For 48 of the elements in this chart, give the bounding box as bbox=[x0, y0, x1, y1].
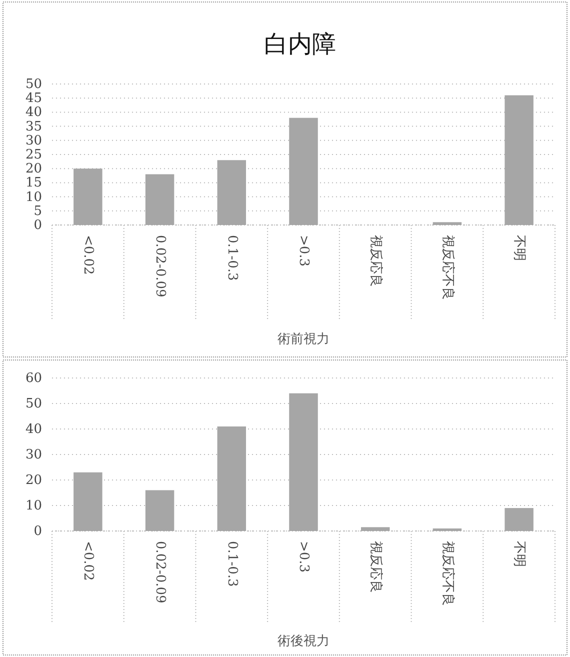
x-tick-label: 視反応不良 bbox=[440, 235, 456, 300]
y-tick-label: 35 bbox=[25, 119, 42, 134]
x-tick-label: 0.02-0.09 bbox=[152, 235, 168, 298]
y-tick-label: 30 bbox=[25, 448, 42, 462]
y-tick-label: 30 bbox=[25, 133, 42, 148]
bar bbox=[74, 472, 102, 531]
bar bbox=[289, 393, 318, 531]
y-tick-label: 0 bbox=[34, 524, 42, 539]
y-tick-label: 60 bbox=[25, 371, 42, 386]
chart-title: 白内障 bbox=[264, 30, 336, 58]
y-tick-label: 10 bbox=[25, 190, 42, 205]
x-tick-label: >0.3 bbox=[296, 541, 312, 573]
y-tick-label: 15 bbox=[25, 176, 42, 191]
bar bbox=[217, 426, 246, 531]
y-tick-label: 25 bbox=[25, 148, 42, 162]
bar bbox=[360, 527, 390, 531]
x-tick-label: 視反応不良 bbox=[440, 541, 456, 606]
bar bbox=[504, 508, 534, 531]
bar bbox=[74, 168, 102, 225]
x-tick-label: 視反応良 bbox=[368, 541, 384, 593]
x-axis-title: 術後視力 bbox=[278, 634, 330, 649]
y-tick-label: 50 bbox=[25, 396, 42, 412]
bar bbox=[432, 222, 462, 225]
bar bbox=[289, 118, 318, 225]
y-tick-label: 0 bbox=[34, 218, 42, 233]
y-tick-label: 5 bbox=[34, 204, 42, 219]
y-tick-label: 45 bbox=[25, 91, 42, 106]
bar bbox=[432, 528, 462, 531]
y-tick-label: 20 bbox=[25, 473, 42, 488]
bar bbox=[504, 95, 534, 225]
x-tick-label: 0.1-0.3 bbox=[224, 235, 240, 281]
y-tick-label: 40 bbox=[25, 105, 42, 120]
y-tick-label: 40 bbox=[25, 422, 42, 437]
x-tick-label: >0.3 bbox=[296, 235, 312, 267]
bar bbox=[145, 174, 174, 225]
x-tick-label: <0.02 bbox=[80, 235, 96, 275]
x-tick-label: 0.02-0.09 bbox=[152, 541, 168, 604]
x-tick-label: 視反応良 bbox=[368, 235, 384, 287]
x-tick-label: 不明 bbox=[512, 541, 527, 567]
y-tick-label: 50 bbox=[25, 77, 42, 92]
x-tick-label: <0.02 bbox=[80, 541, 96, 581]
x-axis-title: 術前視力 bbox=[278, 332, 330, 347]
x-tick-label: 0.1-0.3 bbox=[224, 541, 240, 587]
y-tick-label: 20 bbox=[25, 162, 42, 177]
x-tick-label: 不明 bbox=[512, 235, 527, 261]
bar bbox=[145, 490, 174, 531]
y-tick-label: 10 bbox=[25, 498, 42, 514]
bar bbox=[217, 160, 246, 225]
